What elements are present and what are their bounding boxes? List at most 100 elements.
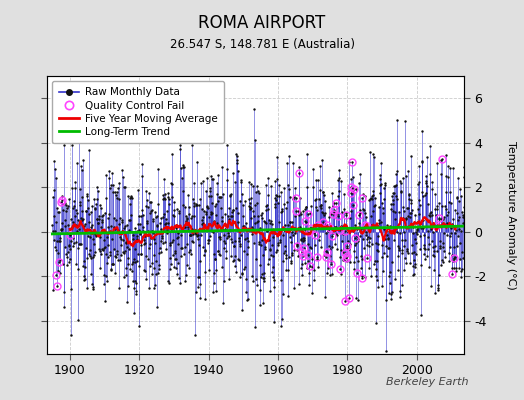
Point: [330, 209, 339, 216]
Point: [76, 199, 84, 206]
Point: [93, 216, 101, 222]
Point: [331, 240, 339, 247]
Point: [177, 245, 185, 251]
Point: [313, 254, 321, 260]
Point: [83, 205, 92, 212]
Point: [423, 253, 431, 260]
Point: [442, 152, 450, 158]
Point: [358, 194, 367, 201]
Point: [112, 254, 120, 260]
Point: [285, 186, 293, 192]
Point: [70, 239, 79, 246]
Point: [193, 284, 202, 290]
Point: [428, 238, 436, 244]
Point: [63, 204, 71, 211]
Point: [106, 181, 115, 188]
Point: [109, 261, 117, 268]
Point: [260, 275, 269, 281]
Point: [364, 197, 373, 204]
Point: [95, 248, 104, 254]
Point: [439, 240, 447, 246]
Point: [373, 246, 381, 253]
Point: [394, 196, 402, 202]
Point: [461, 191, 470, 198]
Point: [316, 203, 324, 210]
Point: [345, 295, 354, 302]
Point: [88, 281, 96, 288]
Point: [106, 248, 114, 255]
Point: [52, 272, 60, 278]
Point: [290, 230, 299, 236]
Point: [234, 210, 242, 216]
Point: [224, 233, 232, 239]
Point: [432, 227, 440, 233]
Point: [312, 221, 320, 228]
Point: [342, 211, 351, 218]
Point: [216, 234, 224, 241]
Point: [442, 173, 450, 179]
Point: [250, 201, 259, 208]
Point: [392, 182, 400, 188]
Point: [256, 262, 264, 268]
Point: [457, 268, 466, 274]
Point: [370, 154, 378, 161]
Point: [161, 238, 169, 245]
Point: [380, 236, 389, 242]
Point: [185, 211, 194, 218]
Point: [203, 204, 211, 210]
Point: [150, 285, 159, 291]
Point: [202, 224, 211, 231]
Point: [105, 175, 113, 182]
Point: [270, 319, 278, 325]
Point: [431, 212, 440, 218]
Point: [97, 204, 105, 211]
Point: [328, 244, 336, 250]
Point: [291, 208, 300, 214]
Point: [454, 233, 463, 239]
Point: [74, 226, 83, 232]
Point: [83, 255, 92, 261]
Point: [336, 177, 345, 184]
Point: [85, 211, 93, 217]
Point: [319, 218, 328, 225]
Point: [314, 196, 323, 202]
Point: [144, 204, 152, 210]
Point: [225, 276, 233, 282]
Point: [84, 197, 92, 203]
Point: [177, 164, 185, 171]
Point: [388, 289, 396, 295]
Point: [268, 220, 277, 227]
Point: [232, 269, 240, 276]
Point: [428, 186, 436, 192]
Point: [445, 165, 454, 171]
Point: [390, 182, 399, 189]
Point: [142, 188, 150, 194]
Point: [281, 248, 289, 254]
Point: [408, 229, 417, 236]
Point: [215, 251, 223, 257]
Point: [438, 156, 446, 162]
Point: [434, 285, 442, 291]
Point: [298, 248, 307, 255]
Point: [436, 216, 445, 222]
Point: [154, 201, 162, 208]
Point: [208, 211, 216, 218]
Point: [301, 226, 309, 233]
Point: [397, 188, 406, 195]
Point: [218, 264, 226, 270]
Point: [353, 296, 362, 303]
Point: [446, 233, 455, 240]
Point: [283, 182, 292, 188]
Point: [78, 208, 86, 214]
Point: [145, 245, 153, 251]
Point: [280, 221, 289, 228]
Point: [308, 226, 316, 232]
Point: [456, 228, 465, 234]
Point: [431, 243, 439, 249]
Point: [59, 304, 68, 310]
Point: [261, 218, 269, 225]
Point: [250, 106, 258, 112]
Point: [115, 285, 124, 291]
Point: [431, 190, 439, 197]
Point: [319, 188, 327, 195]
